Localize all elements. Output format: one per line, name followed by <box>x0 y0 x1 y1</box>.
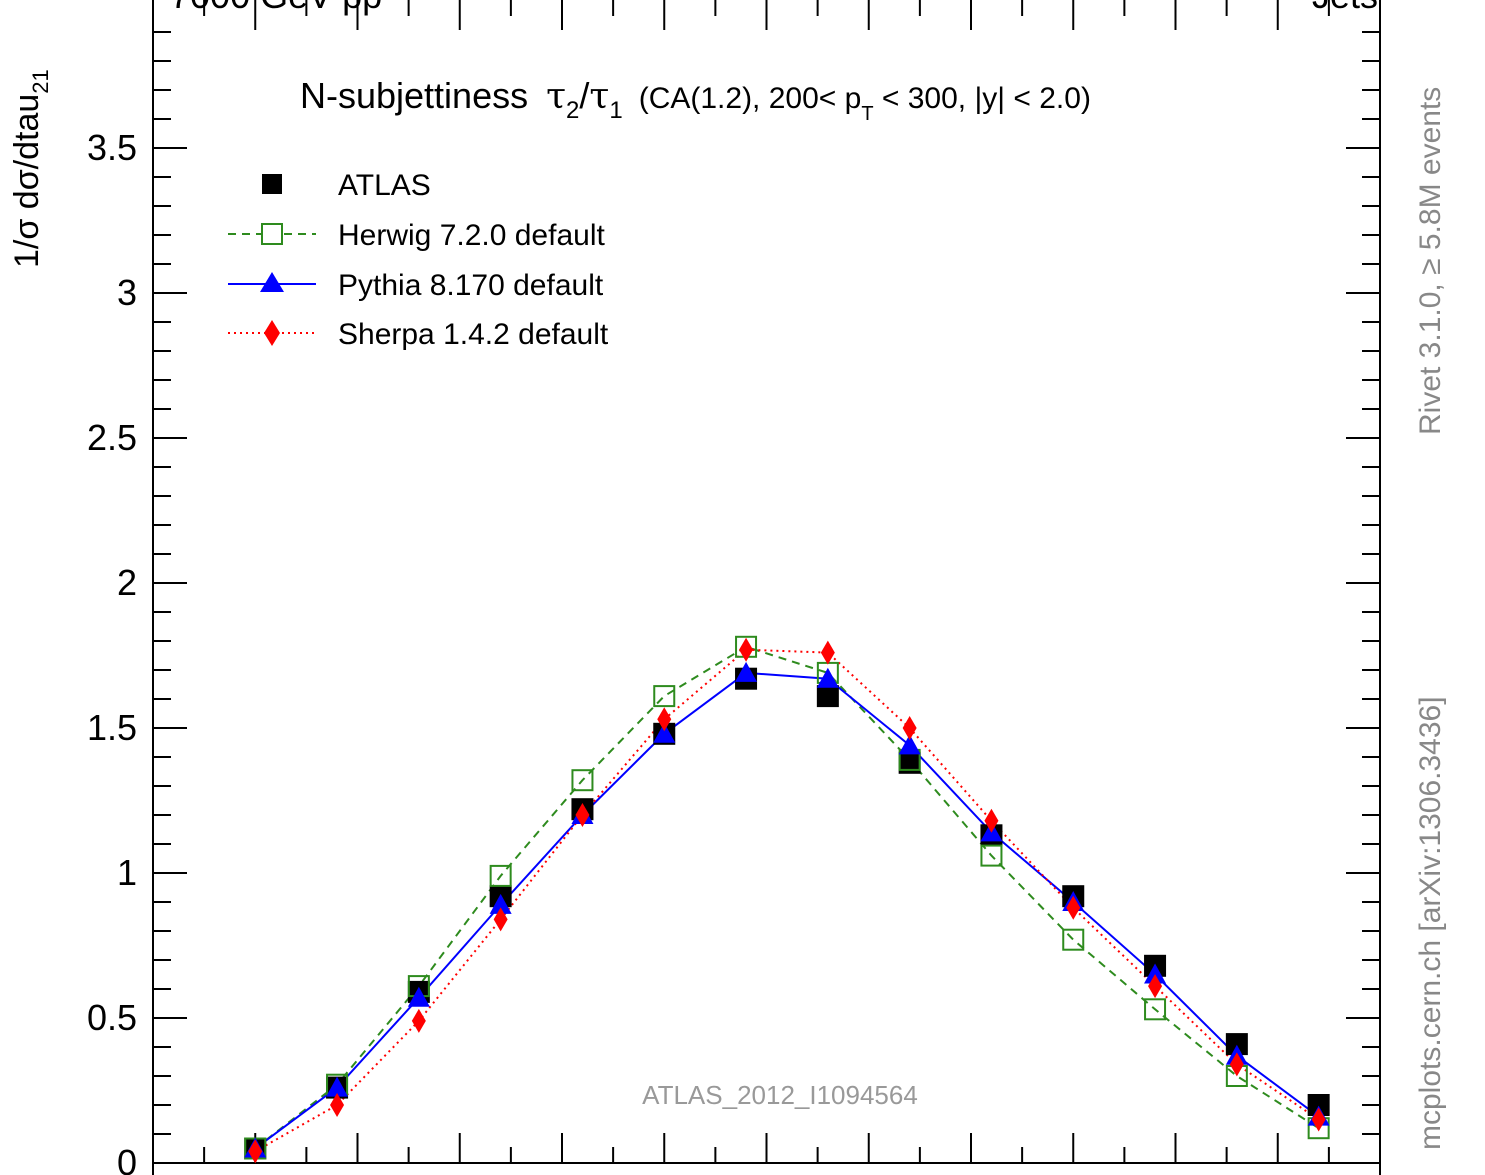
title-tau-b: τ <box>589 76 609 117</box>
legend-pythia-marker <box>260 272 284 292</box>
atlas-point <box>1225 1033 1248 1056</box>
pythia-point <box>735 661 758 682</box>
sherpa-point <box>1148 974 1163 999</box>
y-tick-label: 2 <box>117 562 137 603</box>
series-line-3 <box>254 648 1320 1153</box>
sherpa-point <box>330 1093 345 1117</box>
legend-sherpa-marker <box>264 320 280 346</box>
sherpa-point <box>493 907 508 932</box>
atlas-point <box>1307 1094 1330 1116</box>
pythia-point <box>653 722 676 743</box>
pythia-point <box>898 734 921 755</box>
herwig-point <box>1144 998 1167 1021</box>
herwig-point <box>571 769 594 792</box>
y-axis-label-sub: 21 <box>28 69 53 93</box>
herwig-point <box>653 685 676 708</box>
sherpa-point <box>902 716 917 740</box>
sherpa-point <box>1311 1107 1326 1132</box>
sherpa-point <box>1229 1052 1244 1077</box>
header-right-text: Jets <box>1312 0 1378 16</box>
y-axis-label-main: 1/σ dσ/dtau <box>8 94 46 268</box>
legend-item-pythia: Pythia 8.170 default <box>228 269 604 302</box>
title-sub2: 2 <box>566 97 579 124</box>
plot-frame <box>152 0 1381 1175</box>
y-tick-label: 1 <box>117 852 137 893</box>
analysis-watermark: ATLAS_2012_I1094564 <box>642 1080 918 1110</box>
y-axis: 0 0.5 1 1.5 2 2.5 3 3.5 <box>87 31 1380 1175</box>
herwig-point <box>980 844 1003 867</box>
legend-herwig-label: Herwig 7.2.0 default <box>338 219 605 252</box>
pythia-point <box>1144 963 1167 984</box>
y-tick-label: 3.5 <box>87 127 137 168</box>
title-slash: / <box>579 75 589 116</box>
header-left-text: 7000 GeV pp <box>170 0 382 16</box>
title-rest-b: < 300, |y| < 2.0) <box>874 82 1091 115</box>
sherpa-point <box>739 637 754 662</box>
y-tick-label: 0 <box>117 1142 137 1175</box>
mcplots-label: mcplots.cern.ch [arXiv:1306.3436] <box>1414 696 1447 1150</box>
legend-atlas-marker <box>262 174 282 194</box>
legend-herwig-marker <box>261 223 283 245</box>
y-axis-label: 1/σ dσ/dtau21 <box>8 69 53 268</box>
y-tick-label: 3 <box>117 272 137 313</box>
chart-title: N-subjettiness τ2/τ1 (CA(1.2), 200< pT <… <box>300 75 1091 126</box>
sherpa-point <box>248 1139 263 1164</box>
y-tick-label: 0.5 <box>87 997 137 1038</box>
title-sub1: 1 <box>609 97 622 124</box>
legend-atlas-label: ATLAS <box>338 169 431 202</box>
pythia-point <box>489 893 512 914</box>
sherpa-point <box>984 808 999 833</box>
title-main: N-subjettiness <box>300 75 528 116</box>
sherpa-point <box>575 803 590 827</box>
series-line-2 <box>254 671 1320 1150</box>
rivet-label: Rivet 3.1.0, ≥ 5.8M events <box>1414 87 1447 435</box>
x-axis <box>152 0 1381 1164</box>
herwig-point <box>489 864 512 887</box>
atlas-point <box>816 685 839 708</box>
y-tick-label: 2.5 <box>87 417 137 458</box>
series-layer <box>244 635 1330 1164</box>
legend-pythia-label: Pythia 8.170 default <box>338 269 604 302</box>
sherpa-point <box>1066 895 1081 920</box>
legend-item-atlas: ATLAS <box>262 169 431 202</box>
legend-item-sherpa: Sherpa 1.4.2 default <box>228 318 609 351</box>
title-tau-a: τ <box>546 76 566 117</box>
sherpa-point <box>411 1008 426 1033</box>
series-line-1 <box>254 645 1320 1150</box>
title-pt-sub: T <box>861 103 873 125</box>
legend-item-herwig: Herwig 7.2.0 default <box>228 219 605 252</box>
atlas-point <box>898 751 921 774</box>
title-rest-a: (CA(1.2), 200< p <box>639 82 862 115</box>
legend-sherpa-label: Sherpa 1.4.2 default <box>338 318 609 351</box>
herwig-point <box>1062 928 1085 951</box>
pythia-point <box>407 986 430 1007</box>
sherpa-point <box>657 707 672 732</box>
pythia-point <box>816 667 839 688</box>
pythia-point <box>326 1076 349 1097</box>
legend: ATLAS Herwig 7.2.0 default Pythia 8.170 … <box>228 169 609 351</box>
sherpa-point <box>820 640 835 665</box>
y-tick-label: 1.5 <box>87 707 137 748</box>
